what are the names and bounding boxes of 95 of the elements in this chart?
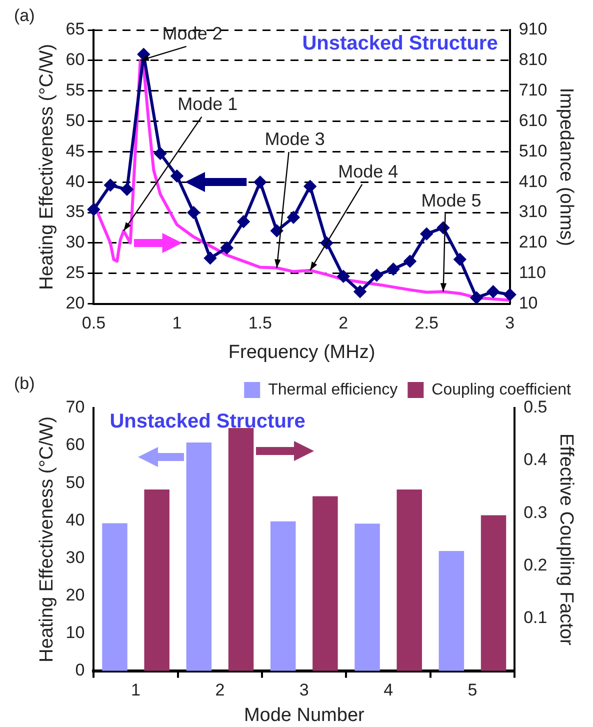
point (470, 292, 483, 304)
point (287, 211, 300, 224)
point (304, 180, 316, 192)
bar (480, 515, 506, 671)
y-tick-label: 10 (66, 622, 85, 642)
y-tick-label: 30 (66, 548, 85, 567)
y2-tick-label: 0.4 (524, 450, 548, 470)
point (104, 179, 116, 192)
point (121, 183, 133, 196)
y2-tick-label: 310 (518, 202, 548, 222)
x-axis-title: Frequency (MHz) (228, 342, 376, 363)
y-axis-title: Heating Effectiveness (°C/W) (36, 416, 58, 662)
y2-tick-label: 110 (518, 263, 546, 282)
y-tick-label: 20 (66, 585, 85, 604)
point (387, 263, 400, 276)
y2-tick-label: 210 (518, 232, 548, 252)
y-tick-label: 60 (66, 435, 85, 454)
y-tick-label: 50 (66, 110, 85, 130)
bar (228, 428, 254, 671)
point (154, 148, 166, 160)
y-tick-label: 55 (66, 80, 85, 100)
x-tick-label: 4 (384, 680, 394, 700)
chart-title: Unstacked Structure (302, 32, 498, 55)
point (370, 269, 383, 282)
y2-tick-label: 710 (518, 80, 548, 100)
point (454, 253, 466, 266)
bar (186, 442, 212, 671)
x-tick-label: 2.5 (414, 314, 438, 333)
point (220, 242, 233, 254)
point (188, 206, 200, 219)
y-tick-label: 0 (75, 660, 85, 680)
point (170, 170, 183, 182)
y-tick-label: 50 (66, 472, 85, 492)
legend-label: Thermal efficiency (268, 381, 398, 398)
x-tick-label: 5 (468, 680, 478, 700)
bar (396, 489, 422, 671)
y-tick-label: 20 (66, 293, 85, 312)
y2-tick-label: 0.5 (524, 398, 548, 417)
point (138, 48, 150, 60)
x-tick-label: 2 (338, 314, 348, 333)
bar (312, 496, 338, 671)
x-tick-label: 3 (505, 314, 515, 333)
x-tick-label: 0.5 (82, 314, 106, 333)
point (88, 203, 100, 216)
point (354, 286, 366, 298)
y2-tick-label: 810 (518, 50, 548, 70)
y-tick-label: 35 (66, 202, 85, 222)
y-tick-label: 70 (66, 398, 85, 417)
y2-axis-title: Impedance (ohms) (555, 88, 576, 246)
legend-label: Coupling coefficient (432, 381, 572, 398)
text: (a) (14, 6, 35, 26)
y2-tick-label: 910 (518, 20, 548, 39)
y2-tick-label: 510 (518, 141, 548, 160)
y-axis-title: Heating Effectiveness (°C/W) (36, 44, 58, 290)
chart-title: Unstacked Structure (110, 410, 306, 433)
point (504, 288, 516, 301)
y-tick-label: 40 (66, 510, 85, 530)
x-tick-label: 3 (299, 680, 309, 700)
point (254, 176, 266, 188)
x-tick-label: 1.5 (248, 314, 272, 333)
y2-tick-label: 10 (518, 293, 538, 312)
x-tick-label: 1 (131, 680, 141, 700)
bar (438, 551, 464, 671)
bar (270, 521, 296, 671)
bar (144, 489, 170, 671)
annotation: Mode 4 (338, 161, 398, 182)
y2-tick-label: 0.3 (524, 502, 548, 522)
y2-axis-title: Effective Coupling Factor (555, 433, 576, 646)
bar (102, 523, 128, 671)
text: (b) (14, 374, 35, 394)
annotation: Mode 5 (421, 190, 482, 211)
point (238, 216, 250, 228)
y-tick-label: 30 (66, 232, 85, 252)
x-tick-label: 1 (172, 314, 182, 333)
point (420, 228, 433, 240)
y-tick-label: 60 (66, 50, 85, 70)
point (337, 270, 350, 282)
y-tick-label: 65 (66, 20, 85, 39)
x-axis-title: Mode Number (244, 704, 365, 726)
y-tick-label: 45 (66, 141, 85, 160)
point (204, 252, 216, 264)
x-tick-label: 2 (215, 680, 225, 700)
annotation: Mode 2 (162, 23, 222, 44)
annotation: Mode 3 (264, 128, 325, 149)
point (404, 255, 416, 268)
bar (354, 524, 380, 671)
y2-tick-label: 0.2 (524, 555, 548, 574)
y2-tick-label: 410 (518, 172, 548, 191)
annotation: Mode 1 (178, 94, 238, 114)
point (270, 224, 283, 237)
y-tick-label: 25 (66, 263, 85, 282)
y-tick-label: 40 (66, 172, 85, 191)
y2-tick-label: 610 (518, 110, 548, 130)
point (487, 286, 500, 298)
y2-tick-label: 0.1 (524, 608, 548, 627)
